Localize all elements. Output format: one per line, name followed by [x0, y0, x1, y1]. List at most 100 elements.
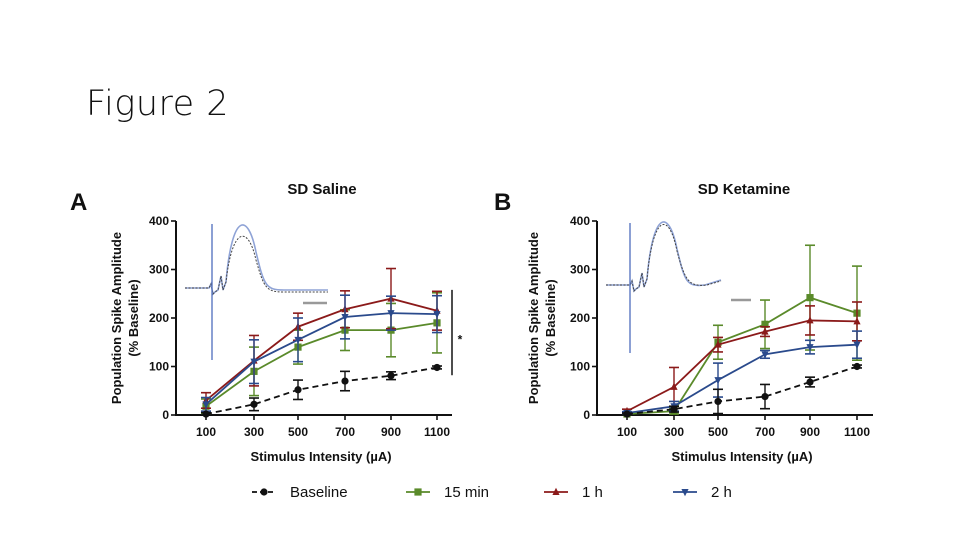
data-point — [806, 378, 814, 386]
x-tick-label: 100 — [617, 425, 637, 439]
data-point — [623, 410, 631, 418]
panel-letter: A — [70, 189, 87, 216]
waveform-trace-before — [606, 223, 722, 293]
legend-item-baseline: Baseline — [252, 484, 348, 501]
data-point — [387, 372, 395, 380]
x-tick-label: 500 — [708, 425, 728, 439]
data-point — [853, 362, 861, 371]
data-point — [250, 400, 258, 408]
panel-title: SD Ketamine — [698, 181, 791, 198]
data-point — [341, 314, 349, 322]
legend: Baseline 15 min 1 h 2 h — [252, 484, 732, 501]
x-tick-label: 300 — [244, 425, 264, 439]
data-point — [714, 377, 722, 385]
legend-marker — [260, 488, 268, 496]
data-point — [433, 363, 441, 372]
panel-a: A SD Saline Population Spike Amplitude (… — [70, 181, 463, 464]
panel-b: B SD Ketamine Population Spike Amplitude… — [494, 181, 873, 464]
y-axis-label-line2: (% Baseline) — [543, 279, 558, 356]
legend-item-2-h: 2 h — [673, 484, 732, 501]
series-baseline — [201, 363, 442, 418]
data-point — [806, 294, 814, 302]
series-line — [205, 297, 438, 402]
data-point — [806, 344, 814, 352]
x-tick-label: 300 — [664, 425, 684, 439]
data-point — [341, 377, 349, 385]
waveform-trace-before — [185, 235, 328, 296]
data-point — [806, 316, 814, 324]
data-point — [761, 351, 769, 359]
x-tick-label: 900 — [381, 425, 401, 439]
y-tick-label: 100 — [149, 360, 169, 374]
slide-title: Figure 2 — [86, 84, 230, 124]
series-line — [626, 319, 858, 412]
series-15-min — [622, 244, 862, 418]
data-point — [294, 386, 302, 394]
waveform-trace-after — [185, 224, 328, 296]
data-point — [853, 341, 861, 349]
data-point — [853, 317, 861, 325]
series-15-min — [201, 291, 442, 415]
y-tick-label: 400 — [570, 214, 590, 228]
series-line — [626, 296, 858, 415]
waveform-inset — [606, 221, 751, 353]
x-tick-label: 700 — [335, 425, 355, 439]
panel-letter: B — [494, 189, 511, 216]
legend-label: 2 h — [711, 484, 732, 501]
x-tick-label: 900 — [800, 425, 820, 439]
y-tick-label: 300 — [570, 263, 590, 277]
data-point — [294, 336, 302, 345]
series-1-h — [622, 301, 862, 415]
x-tick-label: 1100 — [424, 425, 450, 439]
series-line — [205, 366, 438, 415]
waveform-trace-after — [606, 221, 722, 293]
legend-label: Baseline — [290, 484, 348, 501]
y-tick-label: 100 — [570, 360, 590, 374]
x-axis-label: Stimulus Intensity (µA) — [671, 449, 812, 464]
series-line — [205, 321, 438, 407]
data-point — [761, 392, 769, 401]
x-tick-label: 700 — [755, 425, 775, 439]
data-point — [202, 410, 210, 418]
data-point — [202, 401, 210, 409]
x-tick-label: 500 — [288, 425, 308, 439]
series-line — [205, 312, 438, 406]
legend-marker — [681, 489, 689, 497]
series-baseline — [622, 362, 862, 418]
data-point — [670, 382, 678, 390]
legend-item-1-h: 1 h — [544, 484, 603, 501]
series-line — [626, 365, 858, 415]
series-2-h — [201, 294, 442, 412]
y-tick-label: 0 — [162, 408, 169, 422]
significance-asterisk: * — [458, 332, 463, 346]
x-tick-label: 100 — [196, 425, 216, 439]
x-tick-label: 1100 — [844, 425, 870, 439]
y-axis-label-line2: (% Baseline) — [126, 279, 141, 356]
data-point — [761, 327, 769, 335]
legend-label: 1 h — [582, 484, 603, 501]
panel-title: SD Saline — [287, 181, 356, 198]
data-point — [250, 358, 258, 366]
series-2-h — [622, 330, 862, 418]
data-point — [387, 310, 395, 318]
data-point — [714, 397, 722, 406]
y-tick-label: 300 — [149, 263, 169, 277]
y-tick-label: 0 — [583, 408, 590, 422]
y-tick-label: 400 — [149, 214, 169, 228]
y-axis-label-line1: Population Spike Amplitude — [109, 232, 124, 404]
series-line — [626, 343, 858, 414]
y-tick-label: 200 — [149, 311, 169, 325]
y-axis-label-line1: Population Spike Amplitude — [526, 232, 541, 404]
legend-label: 15 min — [444, 484, 489, 501]
legend-item-15-min: 15 min — [406, 484, 489, 501]
x-axis-label: Stimulus Intensity (µA) — [250, 449, 391, 464]
waveform-inset — [185, 224, 328, 360]
data-point — [670, 405, 678, 413]
y-tick-label: 200 — [570, 311, 590, 325]
data-point — [761, 320, 769, 328]
data-point — [714, 340, 722, 348]
legend-marker — [552, 487, 560, 495]
legend-marker — [414, 488, 422, 496]
data-point — [433, 311, 441, 319]
